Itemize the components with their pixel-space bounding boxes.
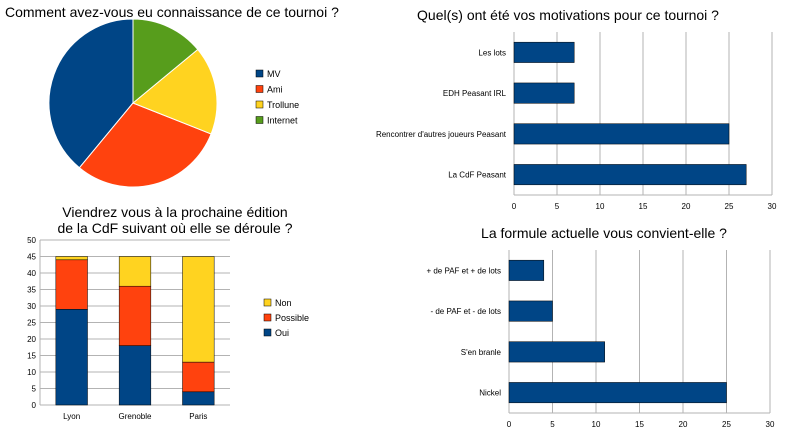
bar xyxy=(513,82,575,104)
y-tick-label: 50 xyxy=(27,236,36,245)
pie-slice-ami xyxy=(78,102,212,188)
y-tick-label: 5 xyxy=(32,385,37,394)
y-tick-label: 45 xyxy=(27,253,36,262)
pie-legend-swatch-ami xyxy=(255,85,264,93)
bar-segment-possible xyxy=(118,285,152,346)
category-label: + de PAF et + de lots xyxy=(426,266,501,275)
next-edition-plot: 0 5 10 15 20 25 30 35 40 45 50 Lyon Grenoble Paris xyxy=(27,236,230,421)
y-tick-label: 15 xyxy=(27,352,36,361)
next-edition-title-line-2: de la CdF suivant où elle se déroule ? xyxy=(57,220,292,236)
next-edition-chart: Viendrez vous à la prochaine édition de … xyxy=(27,204,309,421)
category-label: S'en branle xyxy=(461,348,502,357)
next-edition-legend: Non Possible Oui xyxy=(263,298,309,338)
formula-chart: La formule actuelle vous convient-elle ?… xyxy=(426,225,775,429)
category-label: Lyon xyxy=(63,412,80,421)
x-tick-label: 15 xyxy=(639,202,648,211)
bar xyxy=(513,123,730,145)
pie-slice-mv xyxy=(48,18,134,169)
bar-segment-possible xyxy=(182,361,215,393)
legend-label-oui: Oui xyxy=(275,328,289,338)
motivations-chart: Quel(s) ont été vos motivations pour ce … xyxy=(376,7,777,211)
bar xyxy=(508,259,545,281)
y-tick-label: 30 xyxy=(27,302,36,311)
motivations-plot: 0 5 10 15 20 25 30 Les lots EDH Peasant IRL Renco… xyxy=(376,32,777,211)
x-tick-label: 30 xyxy=(768,202,777,211)
legend-label-non: Non xyxy=(275,298,292,308)
x-tick-label: 5 xyxy=(550,420,555,429)
x-tick-label: 0 xyxy=(512,202,517,211)
pie-slice-trollune xyxy=(132,48,218,135)
bar-segment-non xyxy=(118,256,152,287)
x-tick-label: 5 xyxy=(555,202,560,211)
legend-swatch-possible xyxy=(263,313,272,322)
formula-plot: 0 5 10 15 20 25 30 + de PAF et + de lots - de PA… xyxy=(426,250,775,429)
x-tick-label: 0 xyxy=(507,420,512,429)
category-label: Paris xyxy=(189,412,207,421)
category-label: Grenoble xyxy=(119,412,152,421)
x-tick-label: 25 xyxy=(725,202,734,211)
x-tick-label: 30 xyxy=(766,420,775,429)
bar-segment-non xyxy=(55,256,88,261)
pie-slices xyxy=(48,18,218,188)
x-tick-label: 20 xyxy=(679,420,688,429)
y-tick-label: 40 xyxy=(27,269,36,278)
y-tick-label: 10 xyxy=(27,368,36,377)
bar-segment-oui xyxy=(182,391,215,406)
motivations-chart-title: Quel(s) ont été vos motivations pour ce … xyxy=(417,7,719,23)
pie-legend-label-internet: Internet xyxy=(267,116,298,126)
x-tick-label: 25 xyxy=(722,420,731,429)
legend-label-possible: Possible xyxy=(275,313,309,323)
bar xyxy=(513,164,747,186)
bar-segment-oui xyxy=(55,309,88,406)
category-label: Nickel xyxy=(479,389,501,398)
category-label: Rencontrer d'autres joueurs Peasant xyxy=(376,130,507,139)
category-label: - de PAF et - de lots xyxy=(430,307,501,316)
pie-legend-swatch-trollune xyxy=(255,100,264,109)
bar xyxy=(508,341,605,363)
legend-swatch-oui xyxy=(263,328,272,337)
pie-legend-label-ami: Ami xyxy=(267,85,283,95)
bar-segment-non xyxy=(182,256,215,363)
pie-legend-label-trollune: Trollune xyxy=(267,100,299,110)
x-tick-label: 20 xyxy=(682,202,691,211)
bar xyxy=(508,300,553,322)
y-tick-label: 25 xyxy=(27,319,36,328)
pie-chart-title: Comment avez-vous eu connaissance de ce … xyxy=(5,4,339,20)
pie-legend-swatch-internet xyxy=(255,116,264,124)
formula-chart-title: La formule actuelle vous convient-elle ? xyxy=(481,225,727,241)
y-tick-label: 20 xyxy=(27,335,36,344)
x-tick-label: 10 xyxy=(596,202,605,211)
legend-swatch-non xyxy=(263,298,272,307)
x-tick-label: 15 xyxy=(635,420,644,429)
pie-legend-label-mv: MV xyxy=(267,69,281,79)
category-label: La CdF Peasant xyxy=(448,171,507,180)
pie-legend-swatch-mv xyxy=(255,69,264,78)
next-edition-title-line-1: Viendrez vous à la prochaine édition xyxy=(62,204,287,220)
bar-segment-oui xyxy=(118,345,152,406)
y-tick-label: 0 xyxy=(32,401,37,410)
category-label: Les lots xyxy=(478,48,506,57)
pie-slice-internet xyxy=(132,18,199,105)
pie-chart: Comment avez-vous eu connaissance de ce … xyxy=(5,4,339,188)
category-label: EDH Peasant IRL xyxy=(443,89,507,98)
bar-segment-possible xyxy=(55,259,88,310)
pie-legend: MV Ami Trollune Internet xyxy=(255,69,299,126)
bar xyxy=(508,382,727,404)
x-tick-label: 10 xyxy=(592,420,601,429)
bar xyxy=(513,41,575,63)
y-tick-label: 35 xyxy=(27,286,36,295)
